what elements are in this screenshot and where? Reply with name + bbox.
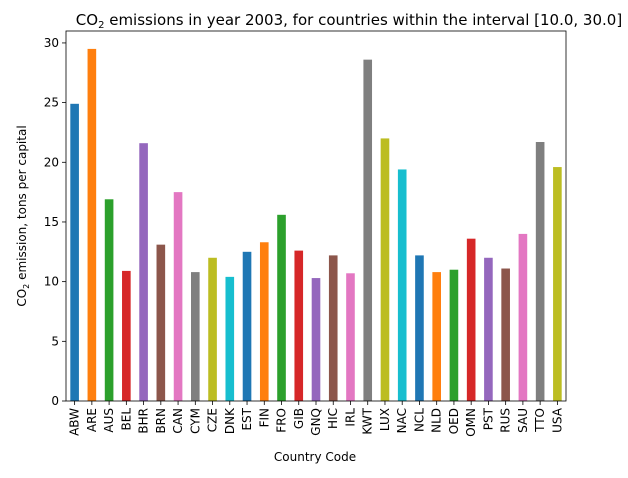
bar-gib xyxy=(294,250,304,401)
chart-title: CO2 emissions in year 2003, for countrie… xyxy=(76,11,622,31)
x-tick-label: CZE xyxy=(206,408,220,432)
y-tick-label: 10 xyxy=(44,275,59,289)
bar-can xyxy=(173,192,183,401)
ylabel-main: CO xyxy=(15,289,29,307)
title-subscript: 2 xyxy=(98,20,104,31)
bar-rus xyxy=(501,268,510,401)
y-tick-label: 15 xyxy=(44,215,59,229)
x-tick-label: FIN xyxy=(257,408,271,427)
bar-nac xyxy=(397,169,407,401)
title-main: CO xyxy=(76,11,98,29)
bar-usa xyxy=(553,167,562,401)
x-tick-label: RUS xyxy=(499,408,513,433)
bar-bhr xyxy=(139,143,148,401)
title-rest: emissions in year 2003, for countries wi… xyxy=(104,11,622,29)
bar-irl xyxy=(346,273,355,401)
x-tick-label: IRL xyxy=(343,408,357,427)
x-tick-label: DNK xyxy=(223,407,237,434)
x-tick-label: GIB xyxy=(292,408,306,429)
x-tick-label: USA xyxy=(550,407,564,433)
x-tick-label: BEL xyxy=(119,408,133,431)
bar-cym xyxy=(191,272,200,401)
bar-omn xyxy=(466,238,476,401)
bar-aus xyxy=(104,199,114,401)
y-axis-label: CO2 emission, tons per capital xyxy=(15,125,31,306)
x-tick-label: TTO xyxy=(533,408,547,433)
x-tick-label: EST xyxy=(240,407,254,430)
ylabel-rest: emission, tons per capital xyxy=(15,125,29,283)
bar-fin xyxy=(259,242,269,401)
x-tick-label: ABW xyxy=(68,408,82,436)
y-tick-label: 20 xyxy=(44,155,59,169)
x-tick-label: OMN xyxy=(464,408,478,437)
x-tick-label: BHR xyxy=(137,408,151,434)
x-tick-label: NCL xyxy=(412,408,426,432)
x-tick-label: ARE xyxy=(85,408,99,432)
x-tick-label: HIC xyxy=(326,408,340,429)
bar-oed xyxy=(449,269,459,401)
bar-sau xyxy=(518,233,528,401)
x-tick-label: KWT xyxy=(361,407,375,434)
x-axis-label: Country Code xyxy=(274,450,356,464)
bar-est xyxy=(242,251,252,401)
bar-ncl xyxy=(415,255,424,401)
bar-bel xyxy=(122,270,131,401)
y-tick-label: 0 xyxy=(51,394,59,408)
bar-nld xyxy=(432,272,441,401)
bar-gnq xyxy=(311,278,321,401)
bar-abw xyxy=(70,103,79,401)
y-tick-label: 5 xyxy=(51,334,59,348)
bar-tto xyxy=(535,142,545,401)
x-tick-label: AUS xyxy=(102,408,116,433)
bar-hic xyxy=(328,255,338,401)
bar-cze xyxy=(208,257,217,401)
x-tick-label: GNQ xyxy=(309,408,323,436)
bar-dnk xyxy=(225,276,235,401)
ylabel-subscript: 2 xyxy=(22,284,31,289)
bar-kwt xyxy=(363,59,373,402)
bar-pst xyxy=(484,257,493,401)
x-tick-label: FRO xyxy=(275,408,289,433)
x-tick-label: OED xyxy=(447,408,461,434)
x-tick-label: NLD xyxy=(430,408,444,433)
bar-lux xyxy=(380,138,390,402)
x-tick-label: CAN xyxy=(171,408,185,434)
x-tick-label: SAU xyxy=(516,408,530,433)
x-tick-label: LUX xyxy=(378,408,392,431)
y-tick-label: 25 xyxy=(44,96,59,110)
x-tick-label: NAC xyxy=(395,408,409,433)
x-tick-label: PST xyxy=(481,407,495,430)
x-tick-label: CYM xyxy=(188,408,202,434)
plot-area: 0 5 10 15 20 25 30 ABW ARE AUS BEL BHR BRN CAN CYM CZE D… xyxy=(44,30,567,437)
bar-brn xyxy=(156,244,166,401)
bar-fro xyxy=(277,214,286,401)
y-tick-label: 30 xyxy=(44,36,59,50)
x-tick-label: BRN xyxy=(154,408,168,434)
bar-are xyxy=(87,48,97,402)
